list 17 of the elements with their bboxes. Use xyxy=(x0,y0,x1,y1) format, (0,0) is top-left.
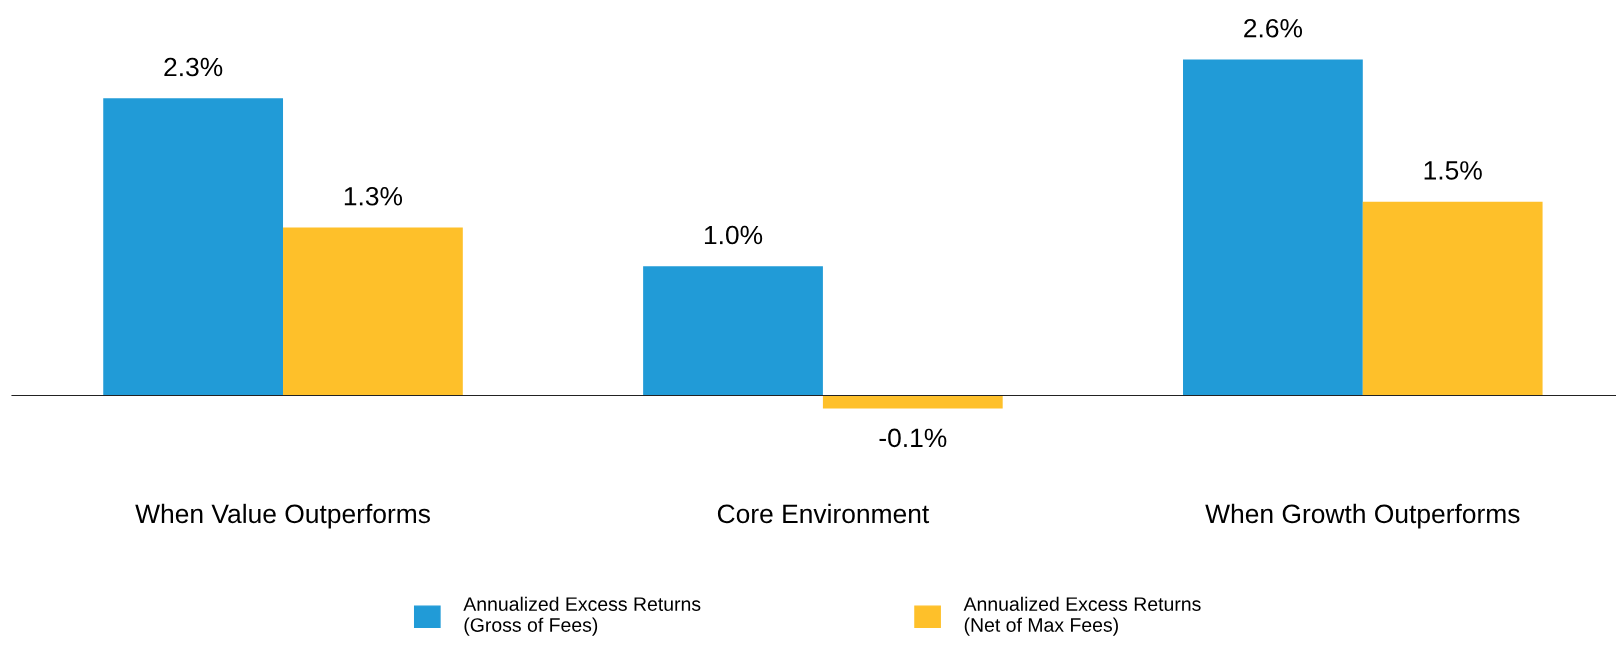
bar xyxy=(283,227,463,396)
data-label: -0.1% xyxy=(879,428,947,448)
bar xyxy=(1183,59,1363,396)
x-tick-label: When Growth Outperforms xyxy=(1205,503,1520,529)
legend-label: Annualized Excess Returns (Net of Max Fees) xyxy=(963,596,1201,636)
bar xyxy=(1362,201,1543,396)
bar xyxy=(822,395,1003,409)
bar xyxy=(103,98,284,396)
x-tick-label: When Value Outperforms xyxy=(135,503,430,529)
data-label: 2.6% xyxy=(1244,18,1303,38)
data-label: 1.5% xyxy=(1424,161,1482,180)
bar xyxy=(643,266,823,396)
data-label: 1.0% xyxy=(704,225,763,245)
legend-label: Annualized Excess Returns (Gross of Fees) xyxy=(463,596,701,636)
x-tick-label: Core Environment xyxy=(717,503,930,524)
data-label: 2.3% xyxy=(164,57,223,77)
data-label: 1.3% xyxy=(344,186,403,206)
